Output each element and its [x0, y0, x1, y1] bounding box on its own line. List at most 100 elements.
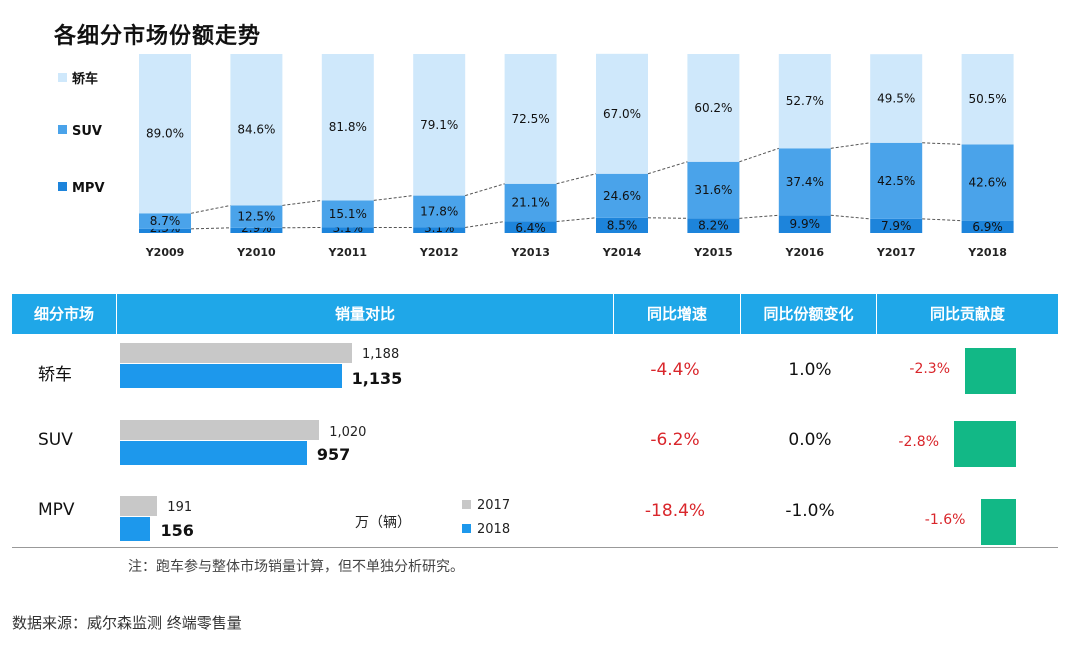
- data-source: 数据来源：威尔森监测 终端零售量: [12, 614, 242, 632]
- label-suv-Y2016: 37.4%: [786, 175, 824, 189]
- bar-2017-mpv: [120, 496, 158, 516]
- x-tick-Y2016: Y2016: [785, 246, 825, 259]
- header-divider: [876, 294, 877, 334]
- header-divider: [740, 294, 741, 334]
- header-contribution: 同比贡献度: [929, 305, 1005, 323]
- x-tick-Y2013: Y2013: [510, 246, 550, 259]
- label-sedan-Y2015: 60.2%: [694, 101, 732, 115]
- bar-suv-Y2012: [413, 195, 466, 228]
- growth-sedan: -4.4%: [650, 360, 700, 380]
- header-divider: [116, 294, 117, 334]
- table-header: 细分市场 销量对比 同比增速 同比份额变化 同比贡献度: [12, 294, 1058, 334]
- contribution-bar-sedan: [965, 348, 1016, 394]
- header-growth: 同比增速: [646, 305, 707, 323]
- bar-sedan-Y2016: [778, 54, 831, 149]
- label-sedan-Y2016: 52.7%: [786, 94, 824, 108]
- bar-2018-suv: [120, 441, 307, 465]
- bar-sedan-Y2012: [413, 54, 466, 196]
- header-divider: [613, 294, 614, 334]
- table-legend-swatch-2017: [462, 500, 471, 509]
- chart-legend: 轿车 SUV MPV: [0, 0, 140, 230]
- value-2017-sedan: 1,188: [362, 347, 400, 362]
- bar-mpv-Y2010: [230, 227, 283, 233]
- contribution-bar-mpv: [980, 499, 1016, 545]
- value-2018-sedan: 1,135: [351, 369, 403, 388]
- bar-suv-Y2013: [504, 183, 557, 222]
- contribution-suv: -2.8%: [898, 434, 940, 450]
- x-tick-Y2015: Y2015: [693, 246, 733, 259]
- legend-swatch-sedan: [58, 73, 67, 82]
- bar-suv-Y2016: [778, 148, 831, 216]
- table-legend-label-2018: 2018: [477, 522, 511, 537]
- bar-mpv-Y2015: [687, 218, 740, 233]
- label-sedan-Y2013: 72.5%: [512, 112, 550, 126]
- bar-sedan-Y2017: [870, 54, 923, 143]
- legend-label-sedan: 轿车: [72, 72, 99, 87]
- label-suv-Y2015: 31.6%: [694, 183, 732, 197]
- table-legend-2017: 2017: [462, 498, 510, 513]
- bar-suv-Y2014: [596, 173, 648, 218]
- header-sales-compare: 销量对比: [334, 305, 395, 323]
- legend-swatch-suv: [58, 125, 67, 134]
- legend-item-suv: SUV: [58, 124, 102, 139]
- contribution-mpv: -1.6%: [924, 512, 966, 528]
- label-suv-Y2013: 21.1%: [512, 196, 550, 210]
- bar-2017-sedan: [120, 343, 352, 363]
- label-sedan-Y2010: 84.6%: [237, 123, 275, 137]
- x-tick-Y2011: Y2011: [328, 246, 368, 259]
- bar-mpv-Y2011: [321, 227, 374, 233]
- x-tick-Y2017: Y2017: [876, 246, 916, 259]
- label-sedan-Y2018: 50.5%: [969, 92, 1007, 106]
- share-change-mpv: -1.0%: [785, 501, 835, 521]
- bar-sedan-Y2011: [321, 54, 374, 201]
- value-2017-mpv: 191: [167, 500, 193, 515]
- growth-suv: -6.2%: [650, 430, 700, 450]
- share-change-sedan: 1.0%: [788, 360, 832, 380]
- bar-mpv-Y2016: [778, 215, 831, 233]
- growth-mpv: -18.4%: [644, 501, 706, 521]
- label-sedan-Y2014: 67.0%: [603, 107, 641, 121]
- bar-2018-mpv: [120, 517, 151, 541]
- label-sedan-Y2011: 81.8%: [329, 120, 367, 134]
- bar-sedan-Y2013: [504, 54, 557, 184]
- bar-sedan-Y2014: [596, 53, 648, 174]
- bar-suv-Y2011: [321, 200, 374, 228]
- legend-label-mpv: MPV: [72, 181, 105, 196]
- trend-line-suv: [190, 142, 962, 214]
- label-suv-Y2017: 42.5%: [877, 174, 915, 188]
- trend-line-mpv: [190, 214, 962, 230]
- header-share-change: 同比份额变化: [763, 305, 854, 323]
- bar-mpv-Y2012: [413, 227, 466, 233]
- label-sedan-Y2017: 49.5%: [877, 91, 915, 105]
- bar-sedan-Y2018: [961, 54, 1014, 145]
- label-suv-Y2010: 12.5%: [237, 210, 275, 224]
- label-mpv-Y2015: 8.2%: [698, 219, 729, 233]
- bar-suv-Y2010: [230, 205, 283, 228]
- page-title: 各细分市场份额走势: [54, 24, 262, 49]
- footnote: 注：跑车参与整体市场销量计算，但不单独分析研究。: [128, 559, 464, 575]
- row-label-suv: SUV: [38, 430, 73, 450]
- header-segment: 细分市场: [33, 305, 94, 323]
- label-suv-Y2012: 17.8%: [420, 205, 458, 219]
- label-suv-Y2009: 8.7%: [150, 214, 181, 228]
- legend-item-sedan: 轿车: [58, 68, 98, 87]
- row-label-mpv: MPV: [38, 500, 75, 520]
- share-change-suv: 0.0%: [788, 430, 832, 450]
- value-2018-suv: 957: [316, 445, 351, 464]
- bar-mpv-Y2018: [961, 220, 1014, 233]
- label-sedan-Y2012: 79.1%: [420, 118, 458, 132]
- label-suv-Y2018: 42.6%: [969, 176, 1007, 190]
- x-tick-Y2018: Y2018: [967, 246, 1007, 259]
- bar-sedan-Y2009: [139, 54, 191, 214]
- row-label-sedan: 轿车: [38, 365, 72, 385]
- contribution-bar-suv: [954, 421, 1016, 467]
- table-legend-2018: 2018: [462, 522, 510, 537]
- bar-mpv-Y2013: [504, 221, 557, 233]
- legend-item-mpv: MPV: [58, 181, 105, 196]
- label-sedan-Y2009: 89.0%: [146, 127, 184, 141]
- bar-mpv-Y2014: [596, 217, 648, 233]
- x-tick-Y2014: Y2014: [602, 246, 642, 259]
- bar-mpv-Y2017: [870, 218, 923, 233]
- bar-2017-suv: [120, 420, 320, 440]
- legend-label-suv: SUV: [72, 124, 102, 139]
